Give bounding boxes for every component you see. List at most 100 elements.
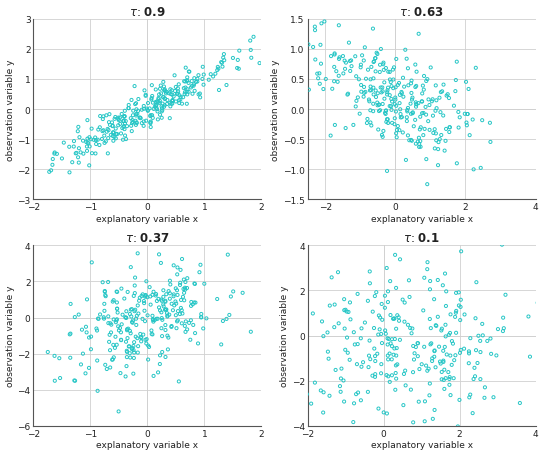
Point xyxy=(83,143,91,151)
Point xyxy=(126,264,135,271)
Point xyxy=(343,349,352,357)
Point xyxy=(92,325,101,333)
Point xyxy=(421,418,429,425)
Point xyxy=(533,299,542,307)
Point xyxy=(191,299,200,307)
Point xyxy=(426,278,435,285)
Point xyxy=(408,325,417,333)
Point xyxy=(108,356,116,364)
Point xyxy=(180,276,188,283)
Point xyxy=(335,73,343,80)
Point xyxy=(149,115,157,122)
Point xyxy=(154,96,163,104)
Point xyxy=(453,160,461,167)
Point xyxy=(375,312,384,319)
Point xyxy=(358,359,367,366)
Point xyxy=(428,452,436,455)
Point xyxy=(471,373,479,380)
Point xyxy=(113,341,121,349)
Point xyxy=(73,128,82,136)
Point xyxy=(369,85,378,92)
Point xyxy=(376,85,385,92)
Point xyxy=(374,126,382,134)
Point xyxy=(125,105,133,112)
Point xyxy=(114,122,122,130)
Point xyxy=(320,19,329,26)
Point xyxy=(109,342,118,349)
Point xyxy=(442,303,450,310)
Point xyxy=(132,106,141,114)
Point xyxy=(158,101,167,108)
Point xyxy=(381,108,390,116)
Point xyxy=(452,308,461,315)
Point xyxy=(343,334,351,341)
Point xyxy=(317,20,326,28)
Point xyxy=(395,127,404,135)
Point xyxy=(126,330,135,337)
Point xyxy=(489,394,498,401)
Point xyxy=(383,87,392,95)
Point xyxy=(147,330,156,338)
Point xyxy=(379,67,388,74)
Point xyxy=(378,301,386,308)
Point xyxy=(330,78,338,86)
Point xyxy=(384,120,392,127)
Point xyxy=(439,347,448,354)
Point xyxy=(457,248,466,255)
Point xyxy=(389,315,398,323)
Point xyxy=(370,374,379,381)
Point xyxy=(330,51,339,58)
Point xyxy=(385,103,394,111)
Point xyxy=(47,167,55,175)
Point xyxy=(152,298,161,305)
Point xyxy=(219,318,227,325)
Point xyxy=(112,288,121,296)
Point xyxy=(179,94,188,101)
Point xyxy=(139,123,148,130)
Point xyxy=(197,311,206,318)
Point xyxy=(183,285,191,292)
Point xyxy=(378,134,387,141)
Point xyxy=(444,369,453,376)
Point xyxy=(146,120,155,127)
Point xyxy=(499,314,508,322)
Point xyxy=(131,274,139,282)
Point xyxy=(423,266,431,273)
Point xyxy=(349,419,357,426)
Point xyxy=(423,259,432,266)
Point xyxy=(158,105,166,112)
Point xyxy=(423,76,432,84)
Point xyxy=(391,85,400,92)
Point xyxy=(191,79,200,86)
Point xyxy=(100,308,109,315)
Point xyxy=(302,391,311,398)
Point xyxy=(465,360,473,367)
Point xyxy=(406,325,415,332)
Point xyxy=(143,106,151,113)
Point xyxy=(160,102,169,110)
Point xyxy=(48,156,57,163)
Point xyxy=(428,355,437,362)
Point xyxy=(154,296,163,303)
Point xyxy=(372,88,380,95)
Point xyxy=(390,315,398,323)
Point xyxy=(322,76,330,83)
Point xyxy=(395,100,404,107)
Point xyxy=(480,384,489,391)
Point xyxy=(431,82,440,90)
Point xyxy=(411,344,420,351)
Point xyxy=(120,108,129,115)
Point xyxy=(375,326,384,333)
Point xyxy=(132,111,140,119)
Point xyxy=(174,317,182,324)
Point xyxy=(367,87,375,95)
Point xyxy=(428,96,437,104)
Point xyxy=(77,361,85,368)
Point xyxy=(124,325,133,333)
Point xyxy=(391,252,399,259)
Point xyxy=(66,301,75,308)
Point xyxy=(335,320,343,327)
Point xyxy=(175,92,184,100)
Point xyxy=(360,90,368,97)
Point xyxy=(365,337,374,344)
